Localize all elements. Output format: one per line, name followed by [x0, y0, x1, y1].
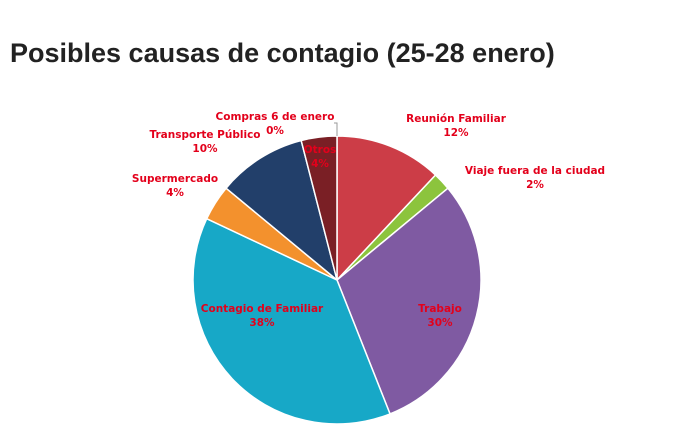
slice-label-contagio-de-familiar: Contagio de Familiar 38% [201, 303, 324, 329]
slice-label-reunion-familiar: Reunión Familiar 12% [406, 113, 507, 139]
slice-label-text: Otros [304, 144, 337, 156]
pie-slice-trabajo [336, 187, 482, 415]
slice-label-text: Trabajo [418, 303, 462, 315]
slice-label-supermercado: Supermercado 4% [132, 173, 218, 199]
pie-slices [192, 135, 482, 425]
slice-label-text: Reunión Familiar [406, 113, 507, 125]
pie-labels: Reunión Familiar 12% Viaje fuera de la ciu… [132, 111, 605, 329]
slice-label-viaje-fuera-de-la-ciudad: Viaje fuera de la ciudad 2% [465, 165, 605, 191]
slice-label-text: Contagio de Familiar [201, 303, 324, 315]
slice-label-text: Viaje fuera de la ciudad [465, 165, 605, 177]
pie-slice-reunion-familiar [336, 135, 437, 282]
slice-label-text: Compras 6 de enero [216, 111, 335, 123]
slice-label-otros: Otros 4% [304, 144, 337, 170]
leader-line-compras-6-de-enero [334, 122, 338, 136]
slice-value-text: 4% [311, 158, 329, 170]
slice-value-text: 2% [526, 179, 544, 191]
pie-slice-contagio-de-familiar [192, 217, 391, 425]
slice-value-text: 4% [166, 187, 184, 199]
pie-slice-transporte-publico [224, 139, 339, 283]
slice-value-text: 12% [443, 127, 469, 139]
slice-value-text: 38% [249, 317, 275, 329]
page-title: Posibles causas de contagio (25-28 enero… [10, 38, 555, 68]
slice-label-text: Supermercado [132, 173, 218, 185]
leader-lines [334, 122, 338, 136]
slice-value-text: 0% [266, 125, 284, 137]
slice-label-trabajo: Trabajo 30% [418, 303, 462, 329]
slice-value-text: 10% [192, 143, 218, 155]
slice-value-text: 30% [427, 317, 453, 329]
slice-label-transporte-publico: Transporte Público 10% [149, 129, 260, 155]
slice-label-compras-6-de-enero: Compras 6 de enero 0% [216, 111, 335, 137]
slice-label-text: Transporte Público [149, 129, 260, 141]
